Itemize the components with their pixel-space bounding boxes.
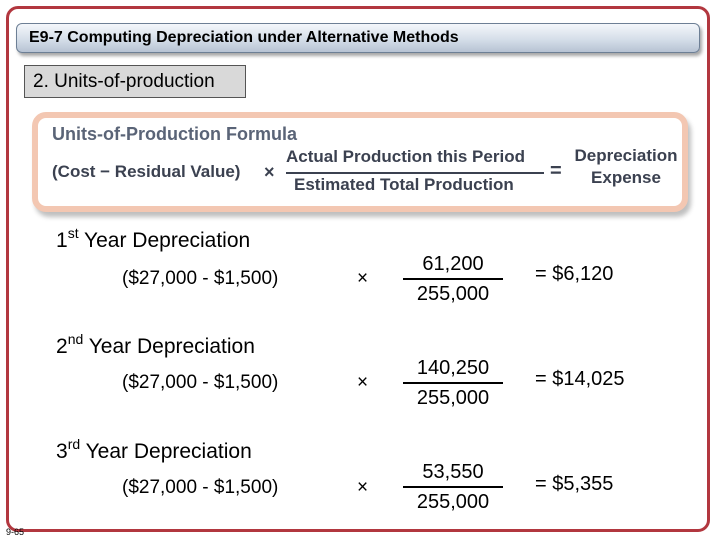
year-2-heading: 2nd Year Depreciation bbox=[56, 331, 255, 359]
year-1-ordinal: 1 bbox=[56, 229, 68, 252]
slide-number: 9-65 bbox=[6, 527, 25, 537]
year-1-numerator: 61,200 bbox=[403, 252, 503, 280]
year-1-times-sign: × bbox=[357, 268, 369, 289]
year-3-times-sign: × bbox=[357, 477, 369, 498]
slide-subtitle: 2. Units-of-production bbox=[24, 65, 246, 98]
year-2-denominator: 255,000 bbox=[416, 387, 490, 409]
year-2-result: = $14,025 bbox=[535, 368, 625, 390]
formula-denominator: Estimated Total Production bbox=[294, 175, 514, 194]
year-1-denominator: 255,000 bbox=[416, 283, 490, 305]
formula-numerator: Actual Production this Period bbox=[286, 147, 525, 166]
year-1-fraction: 61,200 255,000 bbox=[403, 252, 503, 306]
formula-title: Units-of-Production Formula bbox=[52, 124, 297, 144]
year-3-expression: ($27,000 - $1,500) bbox=[122, 477, 279, 498]
year-3-denominator: 255,000 bbox=[416, 491, 490, 513]
year-3-ordinal: 3 bbox=[56, 440, 68, 463]
year-3-result: = $5,355 bbox=[535, 473, 614, 495]
slide-title: E9-7 Computing Depreciation under Altern… bbox=[16, 23, 700, 53]
formula-box: Units-of-Production Formula (Cost − Resi… bbox=[32, 112, 688, 212]
year-2-numerator: 140,250 bbox=[403, 356, 503, 384]
year-1-heading: 1st Year Depreciation bbox=[56, 225, 251, 253]
slide-frame bbox=[6, 6, 710, 532]
year-2-expression: ($27,000 - $1,500) bbox=[122, 372, 279, 393]
year-2-ordinal: 2 bbox=[56, 335, 68, 358]
year-1-suffix: st bbox=[67, 225, 79, 241]
year-3-fraction: 53,550 255,000 bbox=[403, 460, 503, 514]
year-2-fraction: 140,250 255,000 bbox=[403, 356, 503, 410]
year-3-suffix: rd bbox=[67, 436, 81, 452]
year-3-numerator: 53,550 bbox=[403, 460, 503, 488]
year-1-expression: ($27,000 - $1,500) bbox=[122, 268, 279, 289]
formula-times-sign: × bbox=[264, 162, 275, 182]
formula-fraction-line bbox=[286, 172, 544, 174]
year-3-heading: 3rd Year Depreciation bbox=[56, 436, 252, 464]
year-2-suffix: nd bbox=[67, 331, 84, 347]
year-1-heading-text: Year Depreciation bbox=[78, 229, 251, 252]
year-3-heading-text: Year Depreciation bbox=[80, 440, 252, 463]
formula-cost-term: (Cost − Residual Value) bbox=[52, 162, 241, 181]
formula-result: Depreciation Expense bbox=[566, 145, 686, 189]
year-1-result: = $6,120 bbox=[535, 263, 614, 285]
year-2-heading-text: Year Depreciation bbox=[83, 335, 255, 358]
formula-result-line2: Expense bbox=[591, 168, 661, 187]
formula-result-line1: Depreciation bbox=[574, 146, 678, 165]
year-2-times-sign: × bbox=[357, 372, 369, 393]
formula-equals-sign: = bbox=[550, 160, 562, 182]
